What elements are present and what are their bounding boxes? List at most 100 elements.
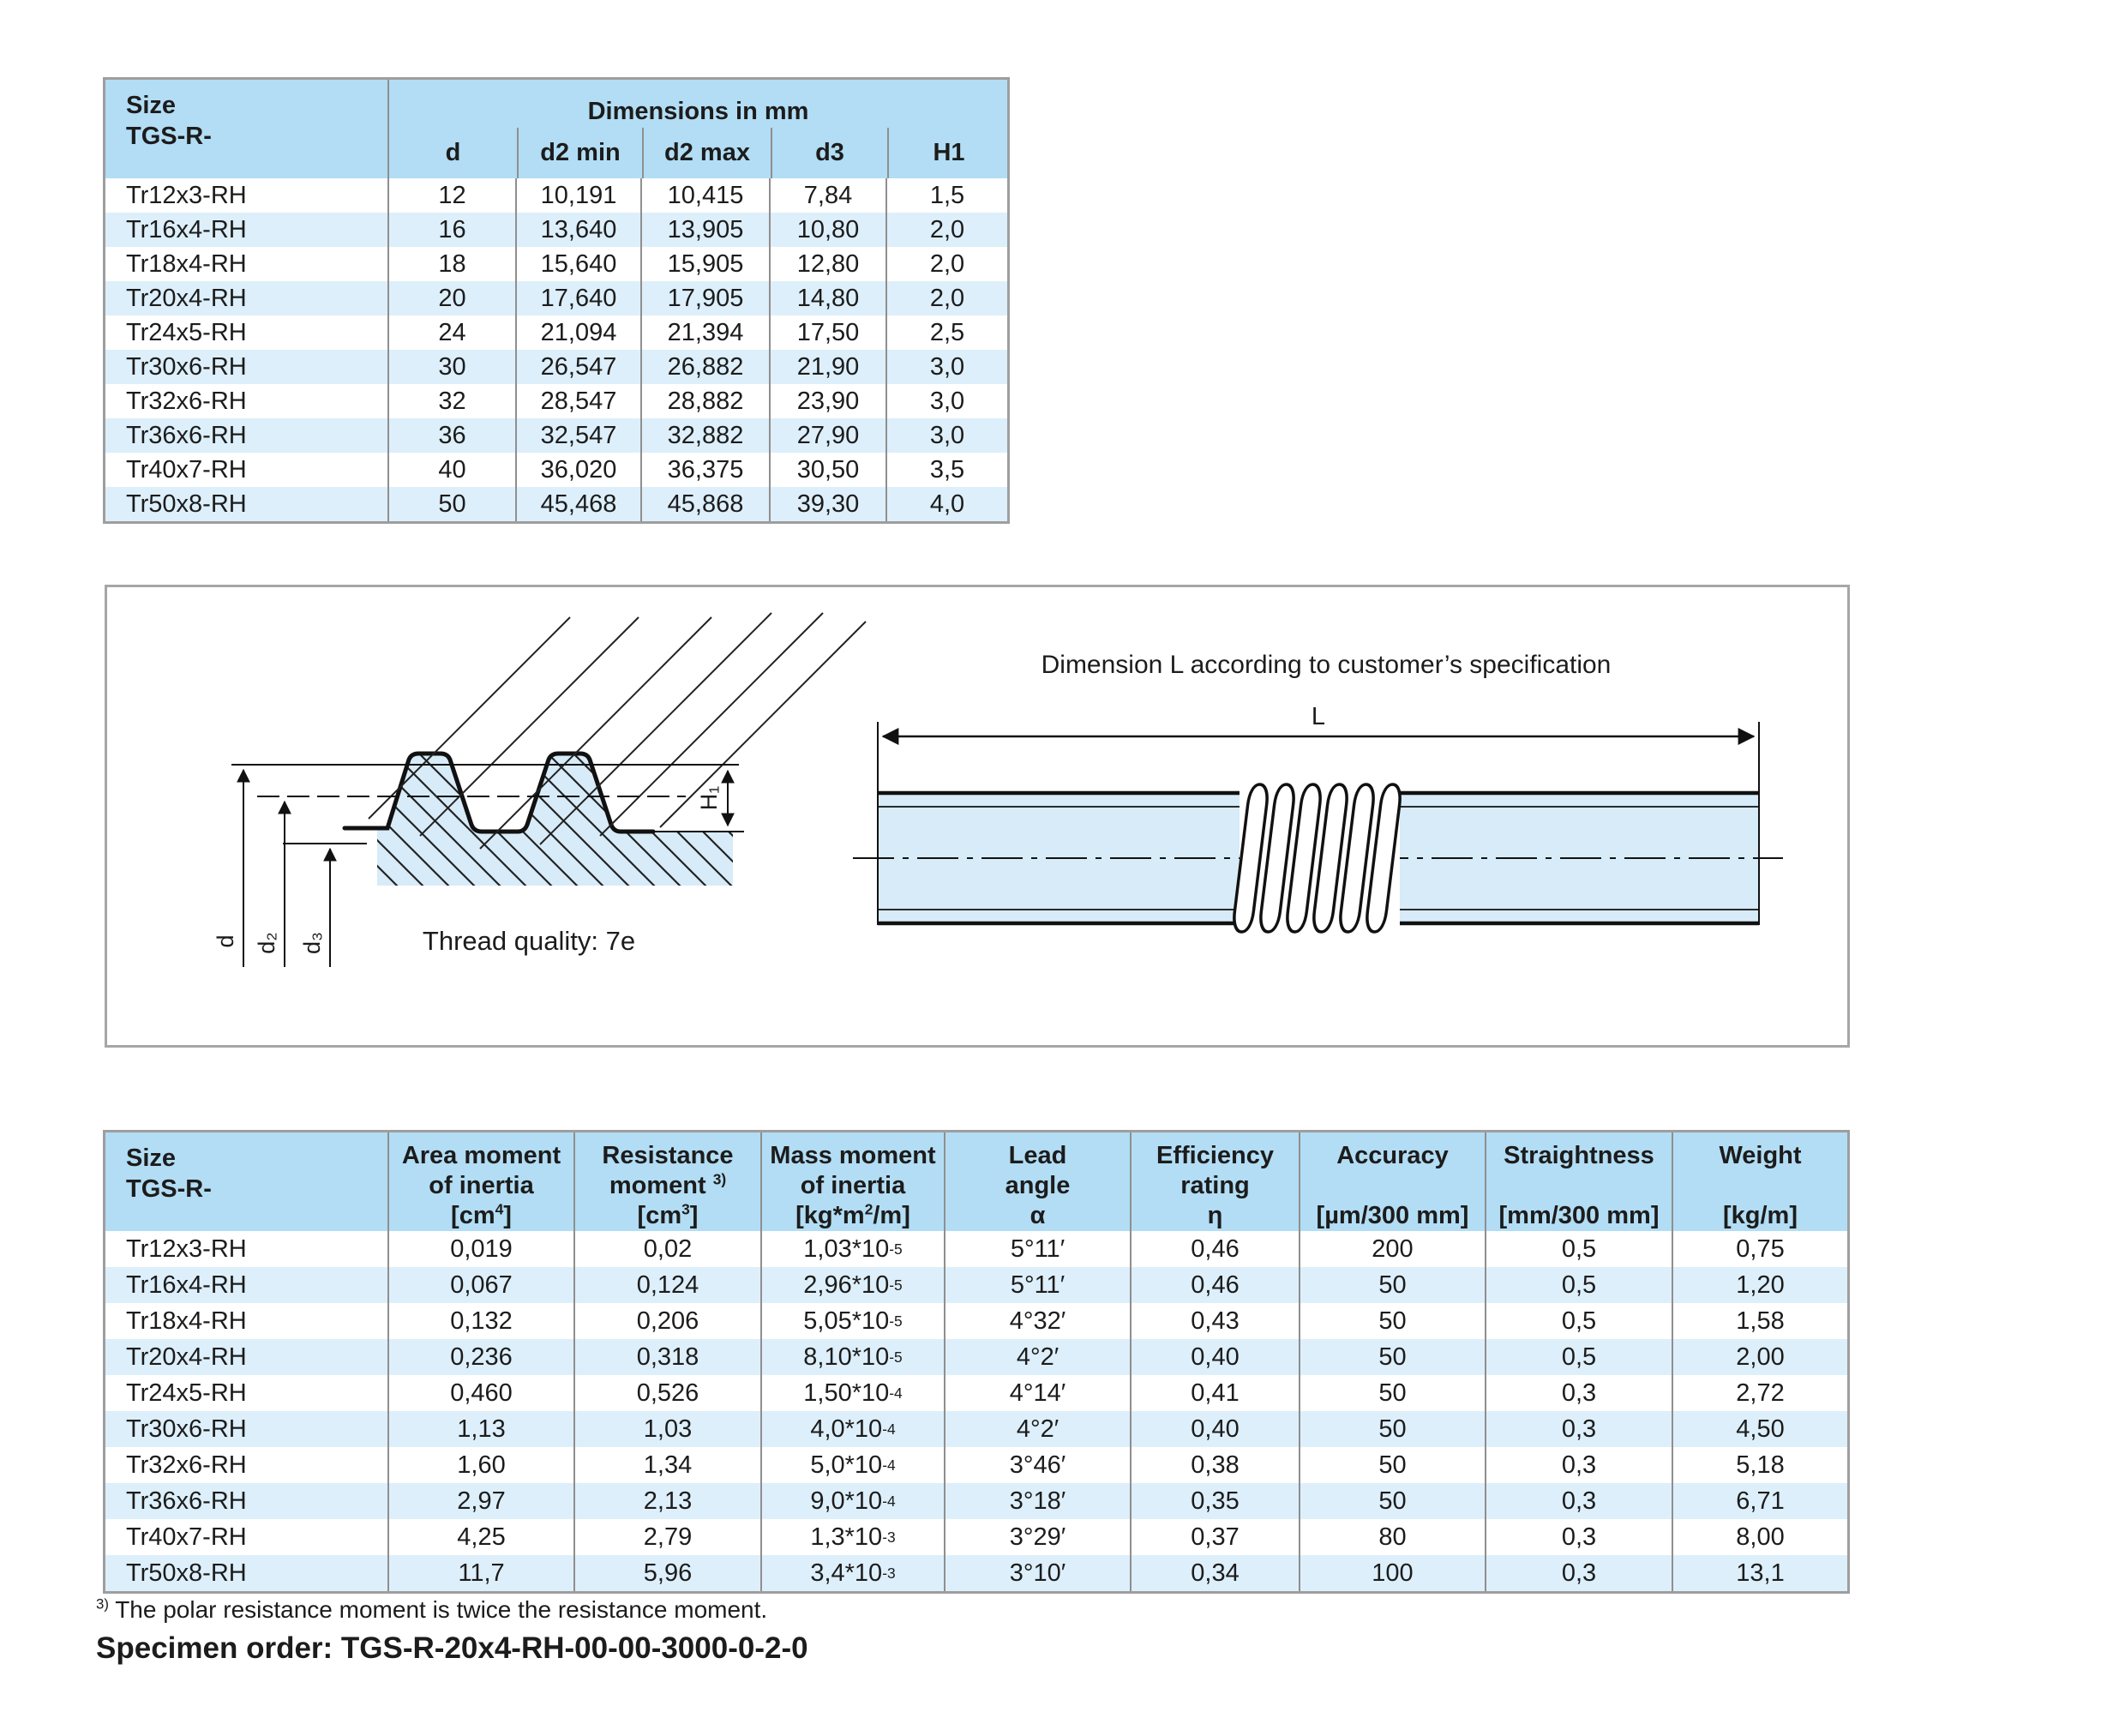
table-cell: 1,3*10 -3 (760, 1519, 944, 1555)
table-cell: 28,547 (515, 384, 640, 418)
properties-table-header: Size TGS-R- Area moment of inertia [cm4]… (105, 1132, 1847, 1237)
table-cell: 26,547 (515, 350, 640, 384)
shaft-edges (878, 790, 1759, 926)
table-cell: 2,0 (885, 281, 1007, 315)
table-cell: 0,46 (1130, 1231, 1299, 1267)
table-cell: 50 (1299, 1411, 1485, 1447)
table-cell: 2,72 (1672, 1375, 1847, 1411)
table-cell: 0,3 (1485, 1411, 1672, 1447)
column-header-straightness: Straightness [mm/300 mm] (1485, 1132, 1672, 1237)
table-cell: 17,905 (640, 281, 769, 315)
table-cell: 3°10′ (944, 1555, 1130, 1591)
table-cell: 39,30 (769, 487, 885, 521)
table-cell: Tr32x6-RH (126, 1451, 247, 1479)
table-cell: 17,50 (769, 315, 885, 350)
table-row: Tr16x4-RH 0,067 0,124 2,96*10 -5 5°11′ 0,46 50 0… (105, 1267, 1847, 1303)
table-cell: 20 (387, 281, 515, 315)
table-cell: 30 (387, 350, 515, 384)
table-cell: 10,191 (515, 178, 640, 213)
table-cell: 0,3 (1485, 1519, 1672, 1555)
table-row: Tr40x7-RH 4,25 2,79 1,3*10 -3 3°29′ 0,37 80 0,3 8… (105, 1519, 1847, 1555)
table-cell: 0,124 (573, 1267, 760, 1303)
table-cell: 17,640 (515, 281, 640, 315)
series-label: TGS-R- (126, 1175, 212, 1203)
diameter-dimension-arrows (237, 768, 337, 967)
table-cell: 3°18′ (944, 1483, 1130, 1519)
table-cell: 0,318 (573, 1339, 760, 1375)
header-line: Lead (1008, 1142, 1067, 1169)
properties-table: Size TGS-R- Area moment of inertia [cm4]… (103, 1130, 1850, 1594)
header-line: of inertia (429, 1172, 534, 1199)
table-cell: 10,415 (640, 178, 769, 213)
technical-drawing-panel: d d₂ d₃ H₁ Thread quality: 7e Dimension … (105, 585, 1850, 1048)
column-header-size: Size TGS-R- (105, 1132, 387, 1237)
table-cell: Tr36x6-RH (126, 421, 247, 449)
table-cell: 13,905 (640, 213, 769, 247)
table-cell: 0,236 (387, 1339, 573, 1375)
table-cell: 16 (387, 213, 515, 247)
header-line: moment 3) (609, 1170, 727, 1199)
dimensions-table: Size TGS-R- Dimensions in mm d d2 min d2… (103, 77, 1010, 524)
header-unit: α (1029, 1202, 1046, 1229)
dimension-label-h1: H₁ (696, 786, 722, 811)
table-cell: 0,067 (387, 1267, 573, 1303)
table-cell: 50 (1299, 1483, 1485, 1519)
table-cell: 2,96*10 -5 (760, 1267, 944, 1303)
table-cell: 0,37 (1130, 1519, 1299, 1555)
shaft-chamfer-lines (878, 806, 1759, 910)
header-unit: [µm/300 mm] (1316, 1202, 1469, 1229)
table-cell: 0,460 (387, 1375, 573, 1411)
table-cell: 4,50 (1672, 1411, 1847, 1447)
table-cell: 3°46′ (944, 1447, 1130, 1483)
specimen-order: Specimen order: TGS-R-20x4-RH-00-00-3000… (96, 1631, 808, 1665)
table-cell: 4,25 (387, 1519, 573, 1555)
table-row: Tr32x6-RH 1,60 1,34 5,0*10 -4 3°46′ 0,38 50 0,3 5… (105, 1447, 1847, 1483)
table-cell: 3°29′ (944, 1519, 1130, 1555)
table-cell: 32,547 (515, 418, 640, 453)
header-line: Mass moment (770, 1142, 936, 1169)
table-cell: 32 (387, 384, 515, 418)
table-cell: Tr12x3-RH (126, 1234, 247, 1263)
table-cell: Tr50x8-RH (126, 1559, 247, 1587)
table-cell: Tr32x6-RH (126, 387, 247, 415)
table-cell: 1,13 (387, 1411, 573, 1447)
shaft-drawing: Dimension L according to customer’s spec… (853, 651, 1783, 938)
thread-section-teeth (1233, 783, 1402, 934)
table-cell: 0,5 (1485, 1267, 1672, 1303)
table-cell: 11,7 (387, 1555, 573, 1591)
table-row: Tr40x7-RH 40 36,020 36,375 30,50 3,5 (105, 453, 1007, 487)
table-cell: 21,90 (769, 350, 885, 384)
table-cell: 3,5 (885, 453, 1007, 487)
header-line: Area moment (401, 1142, 561, 1169)
header-line: Resistance (602, 1142, 734, 1169)
table-cell: Tr18x4-RH (126, 1307, 247, 1335)
table-cell: 1,58 (1672, 1303, 1847, 1339)
table-cell: 27,90 (769, 418, 885, 453)
table-cell: 50 (1299, 1339, 1485, 1375)
table-cell: 5,05*10 -5 (760, 1303, 944, 1339)
thread-profile-outline (342, 751, 656, 834)
table-cell: 21,094 (515, 315, 640, 350)
table-cell: 0,3 (1485, 1375, 1672, 1411)
dimension-label-d3: d₃ (299, 932, 325, 954)
table-cell: 3,0 (885, 384, 1007, 418)
table-cell: 2,0 (885, 213, 1007, 247)
table-cell: 2,00 (1672, 1339, 1847, 1375)
table-cell: Tr36x6-RH (126, 1487, 247, 1515)
table-row: Tr18x4-RH 0,132 0,206 5,05*10 -5 4°32′ 0,43 50 0… (105, 1303, 1847, 1339)
table-cell: 21,394 (640, 315, 769, 350)
table-cell: 14,80 (769, 281, 885, 315)
column-header-d2min: d2 min (517, 128, 642, 178)
table-row: Tr20x4-RH 20 17,640 17,905 14,80 2,0 (105, 281, 1007, 315)
column-header-efficiency: Efficiency rating η (1130, 1132, 1299, 1237)
table-cell: 0,34 (1130, 1555, 1299, 1591)
table-cell: 0,206 (573, 1303, 760, 1339)
table-cell: 15,640 (515, 247, 640, 281)
column-header-d: d (445, 139, 461, 166)
table-cell: 2,79 (573, 1519, 760, 1555)
dimensions-table-body: Tr12x3-RH 12 10,191 10,415 7,84 1,5 Tr16x4-RH 1… (105, 178, 1007, 521)
header-line: of inertia (800, 1172, 906, 1199)
table-cell: 36,375 (640, 453, 769, 487)
table-cell: 0,132 (387, 1303, 573, 1339)
